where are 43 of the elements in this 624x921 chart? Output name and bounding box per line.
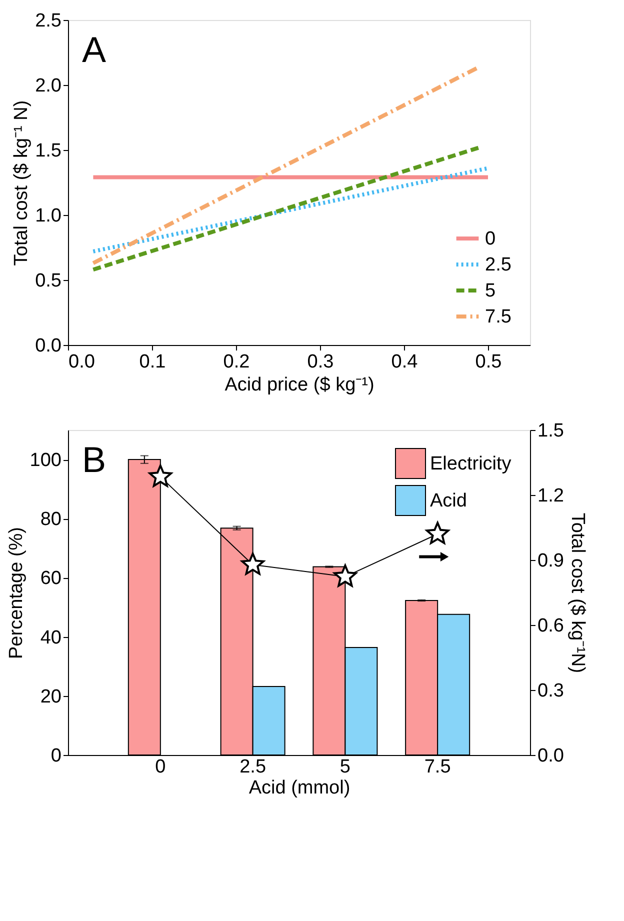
y2-tick-label: 1.2 [538, 486, 564, 506]
y-tick-label: 0.0 [35, 336, 62, 356]
legend-label: 7.5 [485, 306, 512, 328]
y-tick-label: 1.5 [35, 140, 62, 162]
x-tick-label: 0.3 [307, 352, 334, 372]
x-tick-label: 0.5 [475, 352, 502, 372]
y-axis-title: Percentage (%) [6, 526, 27, 660]
y-tick-label: 2.5 [35, 10, 62, 32]
y2-tick-label: 1.5 [538, 420, 564, 442]
y2-tick-label: 0.6 [538, 616, 564, 636]
point [148, 464, 172, 487]
legend-label: 5 [485, 280, 496, 302]
y-tick-label: 100 [30, 450, 62, 472]
y-tick-label: 2.0 [35, 76, 62, 96]
y2-tick-label: 0.3 [538, 680, 564, 702]
y2-tick-label: 0.9 [538, 550, 564, 572]
y-axis-title: Total cost ($ kg⁻¹ N) [11, 100, 32, 266]
legend-label: 2.5 [485, 254, 512, 276]
y-tick-label: 40 [40, 627, 62, 648]
y-tick-label: 60 [40, 568, 62, 590]
legend-label: 0 [485, 228, 496, 250]
x-axis-title: Acid (mmol) [248, 778, 350, 798]
point [334, 564, 357, 587]
y-tick-label: 20 [40, 686, 62, 708]
y-tick-label: 80 [40, 509, 62, 530]
x-tick-label: 0.0 [68, 352, 95, 372]
point [426, 522, 450, 544]
y-tick-label: 0.5 [35, 270, 62, 292]
x-tick-label: 7.5 [424, 756, 451, 778]
x-tick-label: 0.2 [223, 352, 250, 372]
y-tick-label: 1.0 [35, 206, 62, 226]
annotation: A [82, 29, 106, 70]
x-tick-label: 2.5 [240, 756, 266, 778]
annotation: B [82, 439, 106, 480]
legend-label: Electricity [430, 454, 512, 474]
point [241, 552, 264, 575]
y2-axis-title: Total cost ($ kg⁻¹N) [566, 512, 588, 674]
x-axis-title: Acid price ($ kg⁻¹) [224, 374, 374, 396]
x-tick-label: 0.4 [391, 352, 418, 372]
legend-label: Acid [430, 490, 467, 512]
x-tick-label: 0.1 [139, 352, 166, 372]
x-tick-label: 5 [340, 756, 350, 778]
x-tick-label: 0 [155, 756, 166, 778]
